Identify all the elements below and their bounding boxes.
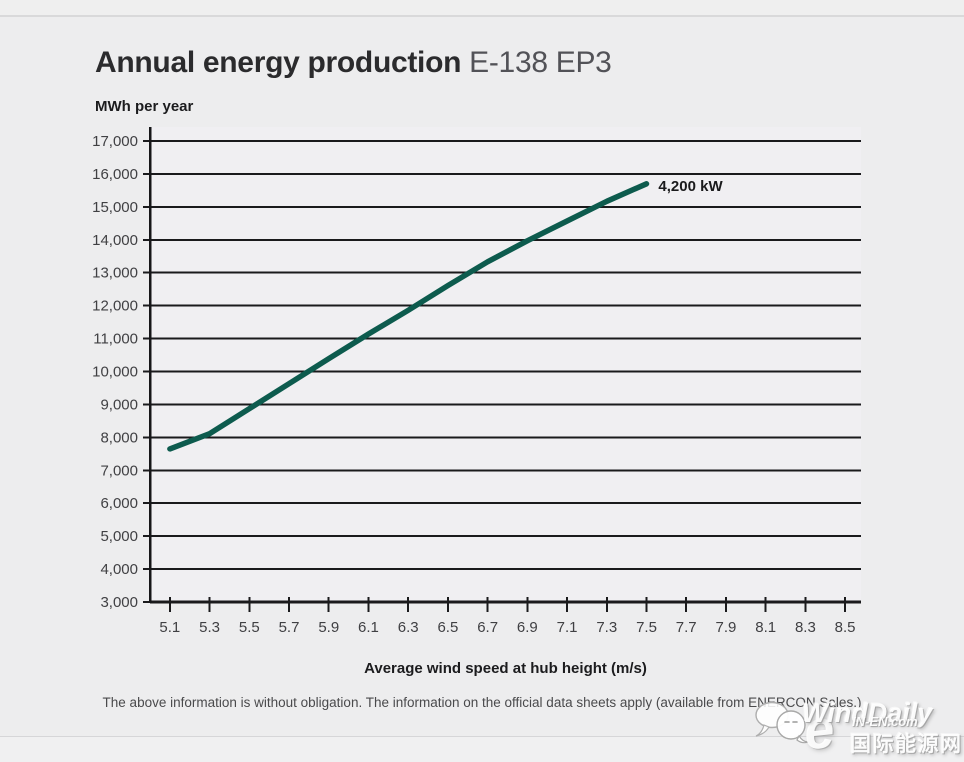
y-axis-title: MWh per year [95,98,194,115]
y-tick-label: 16,000 [92,166,138,183]
x-tick-label: 7.7 [676,619,697,636]
x-axis-title: Average wind speed at hub height (m/s) [364,660,647,677]
x-tick-label: 6.7 [477,619,498,636]
x-tick-label: 7.5 [636,619,657,636]
x-tick-label: 5.7 [279,619,300,636]
x-tick-label: 5.3 [199,619,220,636]
y-tick-label: 7,000 [100,462,138,479]
y-tick-label: 11,000 [93,331,138,348]
x-tick-label: 8.3 [795,619,816,636]
x-tick-label: 6.1 [358,619,379,636]
x-tick-label: 5.9 [318,619,339,636]
y-tick-label: 9,000 [100,396,138,413]
y-tick-label: 12,000 [92,298,138,315]
y-tick-label: 4,000 [100,561,138,578]
plot-area [150,127,861,602]
disclaimer-text: The above information is without obligat… [102,695,862,710]
x-tick-label: 7.9 [716,619,737,636]
x-tick-label: 8.5 [835,619,856,636]
y-tick-label: 10,000 [92,364,138,381]
page-title-main: Annual energy production [95,46,462,79]
y-tick-label: 6,000 [100,495,138,512]
x-tick-label: 5.1 [159,619,180,636]
y-tick-label: 8,000 [100,429,138,446]
x-tick-label: 6.9 [517,619,538,636]
y-tick-label: 13,000 [92,265,138,282]
y-tick-label: 5,000 [100,528,138,545]
power-curve [167,181,650,452]
x-tick-label: 6.3 [398,619,419,636]
top-strip [0,0,964,15]
bottom-strip [0,737,964,762]
x-tick-label: 7.3 [596,619,617,636]
x-tick-label: 6.5 [437,619,458,636]
y-tick-label: 3,000 [100,594,138,611]
x-tick-label: 7.1 [557,619,578,636]
curve-label: 4,200 kW [658,178,723,195]
y-tick-label: 14,000 [92,232,138,249]
y-tick-label: 17,000 [92,133,138,150]
page-title-model: E-138 EP3 [469,46,612,79]
page-title: Annual energy production E-138 EP3 [95,46,612,80]
top-divider [0,15,964,17]
y-tick-label: 15,000 [92,199,138,216]
x-tick-label: 5.5 [239,619,260,636]
x-tick-label: 8.1 [755,619,776,636]
bottom-divider [0,736,964,737]
